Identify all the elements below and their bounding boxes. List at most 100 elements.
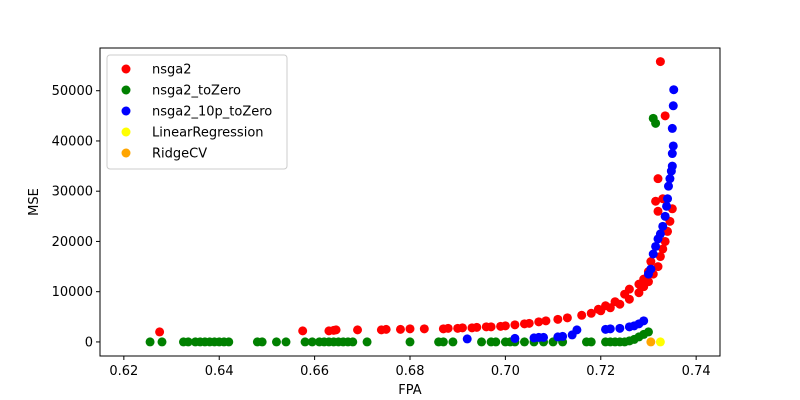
data-point (658, 221, 668, 231)
data-point (669, 85, 679, 95)
data-point (183, 337, 193, 347)
data-point (534, 317, 544, 327)
x-tick-label: 0.74 (682, 364, 711, 379)
data-point (620, 289, 630, 299)
data-point (601, 301, 611, 311)
x-tick-label: 0.62 (109, 364, 138, 379)
data-point (553, 314, 563, 324)
data-point (539, 332, 549, 342)
data-point (660, 111, 670, 121)
data-point (348, 337, 358, 347)
data-point (655, 229, 665, 239)
data-point (658, 244, 668, 254)
legend-label: nsga2 (152, 63, 192, 78)
y-tick-label: 40000 (52, 134, 93, 149)
data-point (665, 174, 675, 184)
y-tick-label: 50000 (52, 84, 93, 99)
data-point (653, 262, 663, 272)
data-point (541, 316, 551, 326)
data-point (477, 337, 487, 347)
x-tick-label: 0.68 (396, 364, 425, 379)
data-point (662, 201, 672, 211)
legend-label: RidgeCV (152, 147, 207, 162)
data-point (586, 337, 596, 347)
data-point (651, 118, 661, 128)
data-point (353, 325, 363, 335)
data-point (634, 288, 644, 298)
data-point (660, 211, 670, 221)
data-point (145, 337, 155, 347)
data-point (646, 257, 656, 267)
data-point (667, 149, 677, 159)
data-point (155, 327, 165, 337)
data-point (500, 321, 510, 331)
data-point (438, 337, 448, 347)
data-point (639, 316, 649, 326)
data-point (562, 313, 572, 323)
data-point (577, 310, 587, 320)
data-point (157, 337, 167, 347)
data-point (558, 331, 568, 341)
y-tick-label: 0 (85, 335, 93, 350)
data-point (651, 196, 661, 206)
x-tick-label: 0.70 (491, 364, 520, 379)
y-axis: 0 10000 20000 30000 40000 50000 (52, 84, 100, 350)
y-axis-label: MSE (27, 188, 42, 216)
data-point (646, 264, 656, 274)
data-point (643, 327, 653, 337)
data-point (472, 322, 482, 332)
legend-box (106, 54, 288, 170)
data-point (668, 141, 678, 151)
points-layer (145, 57, 679, 347)
data-point (660, 236, 670, 246)
data-point (668, 101, 678, 111)
legend-label: nsga2_10p_toZero (152, 105, 272, 120)
x-tick-label: 0.72 (586, 364, 615, 379)
data-point (362, 337, 372, 347)
data-point (651, 241, 661, 251)
legend-marker (121, 64, 131, 74)
x-axis-label: FPA (398, 383, 421, 398)
data-point (655, 252, 665, 262)
series-nsga2_toZero (145, 113, 661, 347)
data-point (443, 323, 453, 333)
legend-marker (121, 127, 131, 137)
data-point (307, 337, 317, 347)
legend-marker (121, 106, 131, 116)
data-point (224, 337, 234, 347)
data-point (663, 194, 673, 204)
data-point (634, 279, 644, 289)
legend-label: nsga2_toZero (152, 84, 241, 99)
series-nsga2 (155, 57, 677, 337)
legend: nsga2 nsga2_toZero nsga2_10p_toZero LinearR… (106, 54, 288, 170)
y-tick-label: 20000 (52, 235, 93, 250)
data-point (300, 337, 310, 347)
data-point (648, 249, 658, 259)
data-point (448, 337, 458, 347)
x-tick-label: 0.64 (205, 364, 234, 379)
legend-marker (121, 148, 131, 158)
data-point (510, 320, 520, 330)
legend-marker (121, 85, 131, 95)
legend-label: LinearRegression (152, 126, 264, 141)
data-point (655, 57, 665, 67)
data-point (510, 333, 520, 343)
data-point (572, 325, 582, 335)
data-point (655, 337, 665, 347)
data-point (519, 337, 529, 347)
data-point (298, 326, 308, 336)
data-point (281, 337, 291, 347)
data-point (667, 123, 677, 133)
series-LinearRegression (655, 337, 665, 347)
data-point (457, 323, 467, 333)
data-point (491, 337, 501, 347)
y-tick-label: 30000 (52, 185, 93, 200)
data-point (605, 324, 615, 334)
data-point (615, 323, 625, 333)
data-point (610, 297, 620, 307)
data-point (646, 337, 656, 347)
x-axis: 0.62 0.64 0.66 0.68 0.70 0.72 0.74 (109, 356, 711, 379)
data-point (586, 308, 596, 318)
data-point (257, 337, 267, 347)
